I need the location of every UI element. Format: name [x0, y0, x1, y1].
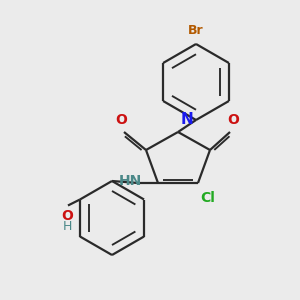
Text: HN: HN [119, 174, 142, 188]
Text: N: N [181, 112, 194, 127]
Text: Cl: Cl [200, 191, 215, 205]
Text: H: H [62, 220, 72, 233]
Text: O: O [115, 113, 127, 127]
Text: O: O [227, 113, 239, 127]
Text: Br: Br [188, 24, 204, 37]
Text: O: O [61, 209, 73, 224]
